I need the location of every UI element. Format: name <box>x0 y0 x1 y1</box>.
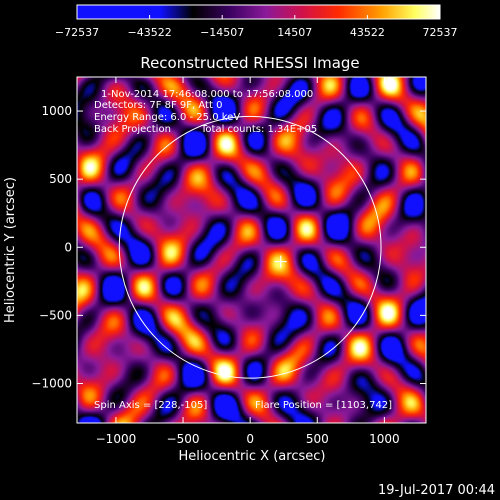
x-tick-label: 500 <box>306 432 329 446</box>
y-axis-label: Heliocentric Y (arcsec) <box>3 177 18 323</box>
colorbar-tick-label: 72537 <box>423 26 458 39</box>
colorbar-ticks: −72537 −43522 −14507 14507 43522 72537 <box>55 15 458 39</box>
y-tick-label: 0 <box>64 240 72 254</box>
x-tick-label: 1000 <box>369 432 400 446</box>
detectors-annotation: Detectors: 7F 8F 9F, Att 0 <box>94 100 222 111</box>
colorbar-tick-label: −72537 <box>55 26 99 39</box>
x-tick-label: −500 <box>167 432 200 446</box>
colorbar <box>76 4 441 20</box>
axis-ticks: −1000 −500 0 500 1000 −1000 −500 0 500 1000 <box>31 77 426 446</box>
method-annotation: Back Projection <box>94 124 171 135</box>
colorbar-tick-label: 43522 <box>350 26 385 39</box>
colorbar-tick-label: −43522 <box>127 26 171 39</box>
y-tick-label: 500 <box>49 172 72 186</box>
energy-annotation: Energy Range: 6.0 - 25.0 keV <box>94 112 240 123</box>
flare-position-annotation: Flare Position = [1103,742] <box>255 400 392 411</box>
plot-frame <box>76 76 427 424</box>
y-tick-label: −500 <box>39 308 72 322</box>
x-tick-label: 0 <box>246 432 254 446</box>
footer-date: 19-Jul-2017 00:44 <box>378 483 495 498</box>
spin-axis-annotation: Spin Axis = [228,-105] <box>94 400 207 411</box>
y-tick-label: 1000 <box>41 104 72 118</box>
colorbar-tick-label: 14507 <box>277 26 312 39</box>
solar-limb-circle <box>118 115 382 379</box>
y-tick-label: −1000 <box>31 376 72 390</box>
colorbar-tick-label: −14507 <box>200 26 244 39</box>
heatmap-image <box>77 77 426 423</box>
counts-annotation: Total counts: 1.34E+05 <box>200 124 317 135</box>
flare-cross-marker <box>274 255 287 268</box>
time-annotation: 1-Nov-2014 17:46:08.000 to 17:56:08.000 <box>101 89 313 100</box>
chart-title: Reconstructed RHESSI Image <box>140 54 359 72</box>
x-tick-label: −1000 <box>96 432 137 446</box>
x-axis-label: Heliocentric X (arcsec) <box>179 449 326 464</box>
